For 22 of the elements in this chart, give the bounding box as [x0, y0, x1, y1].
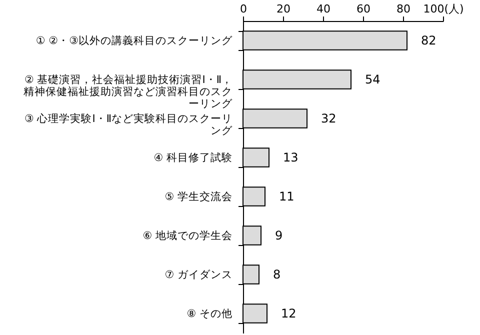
- data-label: 11: [279, 190, 294, 204]
- y-tick-label: ⑧ その他: [186, 308, 232, 320]
- x-tick-label: 20: [276, 2, 290, 16]
- data-label: 13: [283, 150, 298, 164]
- data-label: 8: [273, 268, 281, 282]
- y-tick-label: ⑥ 地域での学生会: [142, 229, 232, 242]
- y-tick-label: ④ 科目修了試験: [154, 151, 232, 164]
- y-tick-label: ② 基礎演習，社会福祉援助技術演習Ⅰ・Ⅱ，精神保健福祉援助演習など演習科目のスクーリング: [24, 73, 234, 110]
- data-label: 54: [365, 72, 380, 86]
- data-label: 32: [321, 112, 336, 126]
- data-label: 9: [275, 228, 283, 242]
- y-tick-label: ③ 心理学実験Ⅰ・Ⅱなど実験科目のスクーリング: [24, 112, 234, 137]
- x-tick-label: 60: [356, 2, 370, 16]
- x-tick-label: 0: [240, 2, 247, 16]
- data-label: 82: [421, 34, 436, 48]
- y-tick-label: ⑦ ガイダンス: [164, 269, 232, 281]
- x-tick-label: 80: [396, 2, 410, 16]
- y-tick-label: ⑤ 学生交流会: [164, 190, 232, 203]
- y-tick-label: ① ②・③以外の講義科目のスクーリング: [36, 34, 234, 47]
- x-tick-label: 40: [316, 2, 330, 16]
- x-tick-label: 100(人): [423, 2, 464, 16]
- data-label: 12: [281, 306, 296, 320]
